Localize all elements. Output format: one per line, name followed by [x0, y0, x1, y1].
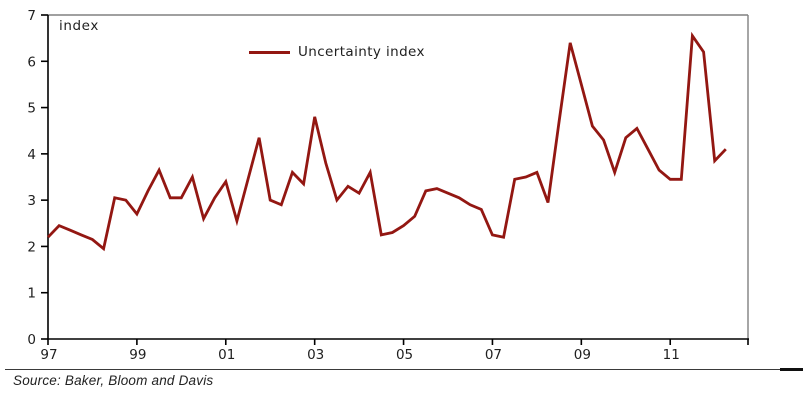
series-line-uncertainty-index [46, 31, 727, 252]
y-tick-label: 7 [27, 8, 36, 24]
y-tick-label: 3 [27, 193, 36, 209]
y-tick-label: 2 [27, 239, 36, 255]
x-tick-label: 99 [129, 347, 146, 363]
chart-legend: Uncertainty index [249, 44, 425, 60]
legend-line-swatch-icon [249, 50, 290, 54]
x-tick-label: 11 [663, 347, 680, 363]
y-tick-label: 1 [27, 286, 36, 302]
y-tick-label: 5 [27, 101, 36, 117]
x-tick-label: 97 [40, 347, 57, 363]
x-tick-label: 07 [485, 347, 502, 363]
y-tick-label: 6 [27, 54, 36, 70]
footer-divider-end-mark [780, 368, 803, 371]
y-tick-label: 0 [27, 332, 36, 348]
y-axis-unit-label: index [59, 18, 99, 34]
source-note: Source: Baker, Bloom and Davis [13, 373, 214, 388]
legend-series-label: Uncertainty index [298, 44, 425, 60]
footer-divider [5, 369, 802, 370]
y-tick-label: 4 [27, 147, 36, 163]
x-tick-label: 05 [396, 347, 413, 363]
x-tick-label: 03 [307, 347, 324, 363]
x-tick-label: 01 [218, 347, 235, 363]
x-tick-label: 09 [574, 347, 591, 363]
